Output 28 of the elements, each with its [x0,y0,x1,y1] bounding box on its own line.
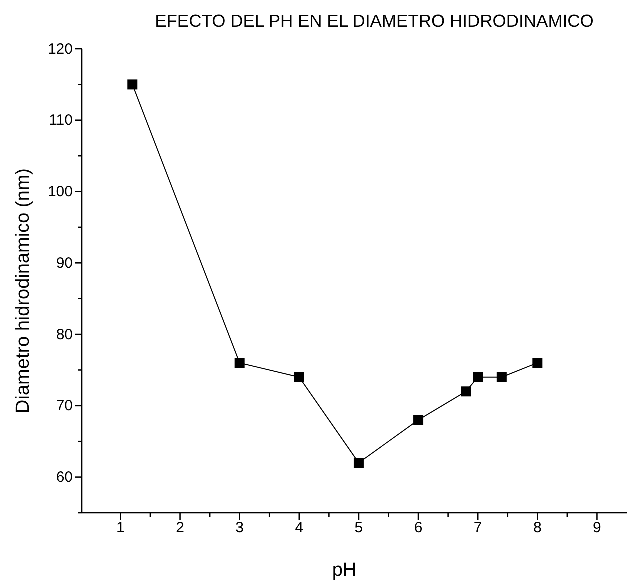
point [354,458,364,468]
y-tick-label: 110 [49,112,73,130]
x-tick-label: 4 [295,520,304,537]
x-tick-label: 9 [593,520,602,537]
point [461,386,472,397]
point [128,80,138,90]
x-tick-label: 5 [354,520,364,537]
point [532,358,543,368]
y-axis-title: Diametro hidrodinamico (nm) [13,168,34,414]
chart-title: EFECTO DEL PH EN EL DIAMETRO HIDRODINAMICO [155,11,594,31]
y-tick-label: 80 [56,326,73,344]
x-tick-label: 2 [176,520,184,537]
point [414,415,424,426]
x-axis-title: pH [332,560,357,581]
y-tick-label: 90 [56,254,73,272]
point [234,358,245,368]
y-tick-label: 70 [56,398,73,415]
y-tick-label: 120 [48,40,73,58]
x-tick-label: 3 [236,520,244,537]
point [496,372,507,382]
x-tick-label: 6 [414,520,423,537]
x-tick-label: 8 [533,520,542,537]
y-tick-label: 60 [56,469,73,486]
x-tick-label: 1 [116,520,125,537]
point [294,372,304,382]
x-tick-label: 7 [474,520,482,537]
y-tick-label: 100 [48,184,73,201]
point [473,372,484,382]
